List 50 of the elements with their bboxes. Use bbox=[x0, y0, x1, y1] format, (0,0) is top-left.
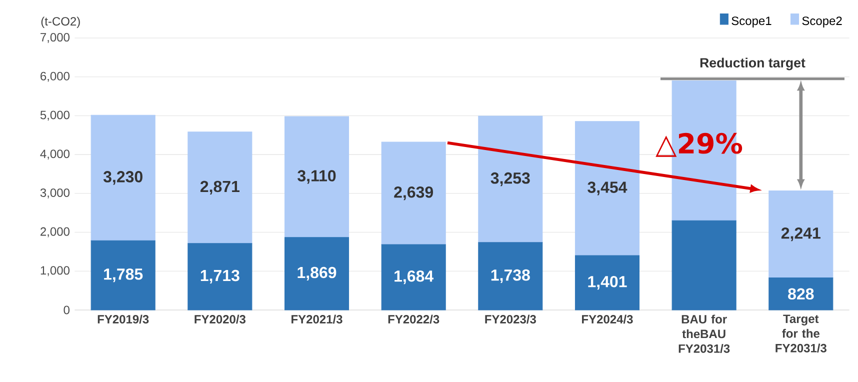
y-tick-label: 5,000 bbox=[40, 110, 70, 121]
x-tick-label: FY2021/3 bbox=[292, 314, 342, 324]
data-label: 2,639 bbox=[394, 186, 433, 200]
data-label: 3,230 bbox=[103, 171, 142, 185]
data-label: 2,871 bbox=[200, 180, 240, 194]
bar bbox=[284, 237, 350, 310]
data-label: 1,684 bbox=[394, 270, 434, 284]
bar bbox=[478, 242, 543, 310]
x-tick-label: BAU for theBAU FY2031/3 bbox=[678, 314, 730, 353]
x-tick-label: Target for the FY2031/3 bbox=[776, 314, 826, 353]
bar bbox=[284, 116, 350, 238]
data-label: 2,241 bbox=[781, 227, 820, 242]
data-label: 1,738 bbox=[491, 269, 530, 284]
bar bbox=[188, 243, 252, 310]
bar bbox=[188, 132, 252, 244]
y-tick-label: 6,000 bbox=[40, 72, 70, 82]
bar bbox=[381, 244, 446, 310]
legend-label: Scope1 bbox=[732, 16, 772, 28]
data-label: 1,785 bbox=[104, 268, 143, 282]
bar bbox=[90, 240, 156, 310]
bar bbox=[574, 255, 640, 310]
bar bbox=[90, 114, 156, 241]
data-label: 1,713 bbox=[200, 270, 240, 284]
bar bbox=[574, 121, 640, 256]
annotation: △29% bbox=[656, 132, 742, 157]
y-tick-label: 0 bbox=[64, 306, 70, 314]
y-tick-label: 3,000 bbox=[40, 188, 70, 198]
y-tick-label: 7,000 bbox=[40, 33, 70, 43]
data-label: 3,454 bbox=[588, 182, 628, 196]
bar bbox=[672, 220, 736, 310]
legend-label: Scope2 bbox=[802, 16, 842, 28]
data-label: 3,253 bbox=[490, 172, 530, 186]
bar bbox=[768, 278, 834, 310]
bar bbox=[478, 116, 543, 243]
x-tick-label: FY2020/3 bbox=[194, 314, 246, 324]
y-tick-label: 1,000 bbox=[40, 266, 70, 276]
data-label: 828 bbox=[788, 288, 814, 300]
x-tick-label: FY2023/3 bbox=[485, 314, 536, 324]
x-tick-label: FY2022/3 bbox=[388, 314, 440, 324]
x-tick-label: FY2019/3 bbox=[98, 314, 149, 324]
data-label: 3,110 bbox=[298, 170, 336, 184]
bar bbox=[381, 142, 446, 245]
y-tick-label: 4,000 bbox=[40, 150, 70, 160]
data-label: 1,869 bbox=[298, 266, 336, 280]
bar bbox=[768, 190, 834, 278]
y-axis-title: (t-CO2) bbox=[41, 16, 80, 28]
y-tick-label: 2,000 bbox=[40, 227, 70, 238]
data-label: 1,401 bbox=[588, 276, 627, 290]
ref-line-label: Reduction target bbox=[700, 58, 806, 70]
x-tick-label: FY2024/3 bbox=[582, 314, 633, 324]
